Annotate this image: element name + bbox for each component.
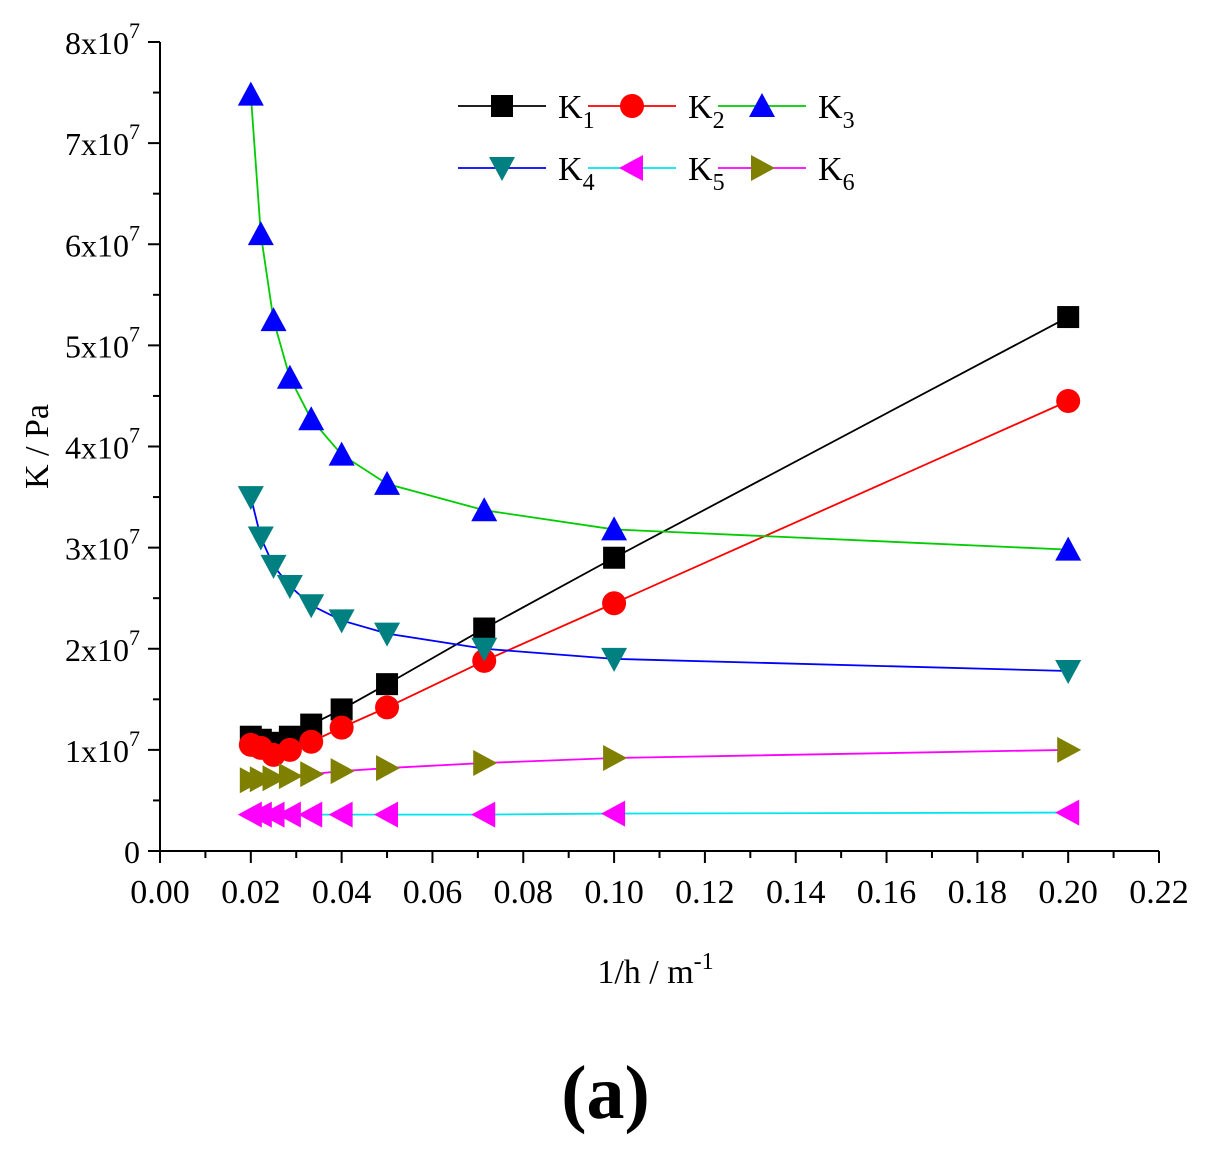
data-point-k4 (237, 486, 264, 511)
series-line-k5 (250, 811, 1069, 816)
data-point-k2 (1056, 388, 1081, 413)
series-line-k6 (250, 748, 1069, 782)
data-point-k3 (601, 516, 628, 541)
data-point-k5 (298, 801, 323, 828)
x-tick-label: 0.02 (221, 874, 281, 911)
data-point-k6 (249, 766, 274, 793)
legend-marker-k1 (491, 95, 513, 117)
axes (148, 41, 1160, 863)
y-tick-label: 0 (124, 834, 140, 870)
data-point-k5 (374, 801, 399, 828)
legend-label-k2: K2 (688, 89, 725, 134)
data-point-k6 (300, 761, 325, 788)
x-tick-label: 0.18 (948, 874, 1008, 911)
legend-label-k6: K6 (818, 151, 855, 196)
data-point-k2 (375, 695, 400, 720)
data-point-k1 (603, 546, 626, 569)
data-point-k4 (601, 647, 628, 672)
legend-label-k1: K1 (558, 89, 595, 134)
x-tick-label: 0.16 (857, 874, 917, 911)
legend-marker-k6 (751, 155, 775, 181)
y-tick-label: 5x107 (65, 321, 140, 364)
data-point-k4 (298, 594, 325, 619)
data-point-k3 (374, 470, 401, 495)
data-point-k1 (473, 617, 496, 640)
data-point-k5 (601, 800, 626, 827)
data-point-k1 (330, 698, 353, 721)
data-point-k5 (247, 801, 272, 828)
data-point-k1 (300, 713, 323, 736)
legend: K1 K2 K3 K4 K5 K6 (458, 89, 855, 196)
data-point-k3 (328, 441, 355, 466)
data-point-k6 (278, 763, 303, 790)
data-point-k6 (262, 765, 287, 792)
x-tick-label: 0.12 (675, 874, 735, 911)
data-point-k5 (471, 801, 496, 828)
legend-label-k3: K3 (818, 89, 855, 134)
data-point-k6 (603, 744, 628, 771)
data-point-k6 (330, 758, 355, 785)
x-tick-label: 0.10 (584, 874, 644, 911)
legend-marker-k3 (749, 93, 775, 117)
data-point-k3 (247, 221, 274, 246)
y-axis-title: K / Pa (19, 404, 56, 489)
series-line-k4 (249, 496, 1069, 672)
data-point-k1 (1057, 306, 1080, 329)
legend-label-k4: K4 (558, 151, 595, 196)
data-point-k4 (276, 575, 303, 600)
series-line-k2 (250, 400, 1069, 756)
data-point-k2 (299, 729, 324, 754)
data-point-k3 (298, 406, 325, 431)
series-line-k1 (250, 316, 1069, 744)
data-point-k6 (376, 755, 401, 782)
panel-label: (a) (561, 1051, 650, 1135)
legend-label-k5: K5 (688, 151, 725, 196)
y-tick-label: 8x107 (65, 18, 140, 61)
y-tick-label: 3x107 (65, 524, 140, 567)
legend-marker-k2 (620, 94, 644, 118)
x-tick-label: 0.00 (130, 874, 190, 911)
data-point-k6 (1057, 736, 1082, 763)
series-line-k3 (249, 94, 1069, 551)
data-point-k3 (260, 307, 287, 332)
data-point-k5 (328, 801, 353, 828)
data-point-k3 (471, 497, 498, 522)
y-tick-label: 7x107 (65, 119, 140, 162)
legend-marker-k4 (489, 157, 515, 181)
data-point-k4 (374, 622, 401, 647)
data-point-k5 (260, 801, 285, 828)
legend-marker-k5 (619, 155, 643, 181)
x-tick-label: 0.14 (766, 874, 826, 911)
x-axis-title: 1/h / m-1 (597, 949, 713, 991)
data-point-k4 (1055, 659, 1082, 684)
data-point-k1 (376, 673, 399, 696)
data-point-k2 (329, 715, 354, 740)
x-tick-label: 0.20 (1038, 874, 1098, 911)
data-point-k3 (1055, 536, 1082, 561)
x-tick-label: 0.06 (403, 874, 463, 911)
data-point-k3 (276, 364, 303, 389)
y-tick-label: 1x107 (65, 726, 140, 769)
x-tick-label: 0.08 (494, 874, 554, 911)
data-point-k5 (1055, 799, 1080, 826)
y-tick-label: 2x107 (65, 625, 140, 668)
data-point-k3 (237, 81, 264, 106)
data-point-k4 (328, 609, 355, 634)
x-tick-label: 0.22 (1129, 874, 1189, 911)
y-tick-label: 6x107 (65, 220, 140, 263)
data-point-k2 (277, 737, 302, 762)
data-point-k6 (473, 750, 498, 777)
data-point-k4 (260, 554, 287, 579)
data-point-k4 (247, 526, 274, 551)
y-tick-label: 4x107 (65, 423, 140, 466)
data-point-k2 (602, 591, 627, 616)
data-point-k4 (471, 637, 498, 662)
data-point-k5 (276, 801, 301, 828)
x-tick-label: 0.04 (312, 874, 372, 911)
